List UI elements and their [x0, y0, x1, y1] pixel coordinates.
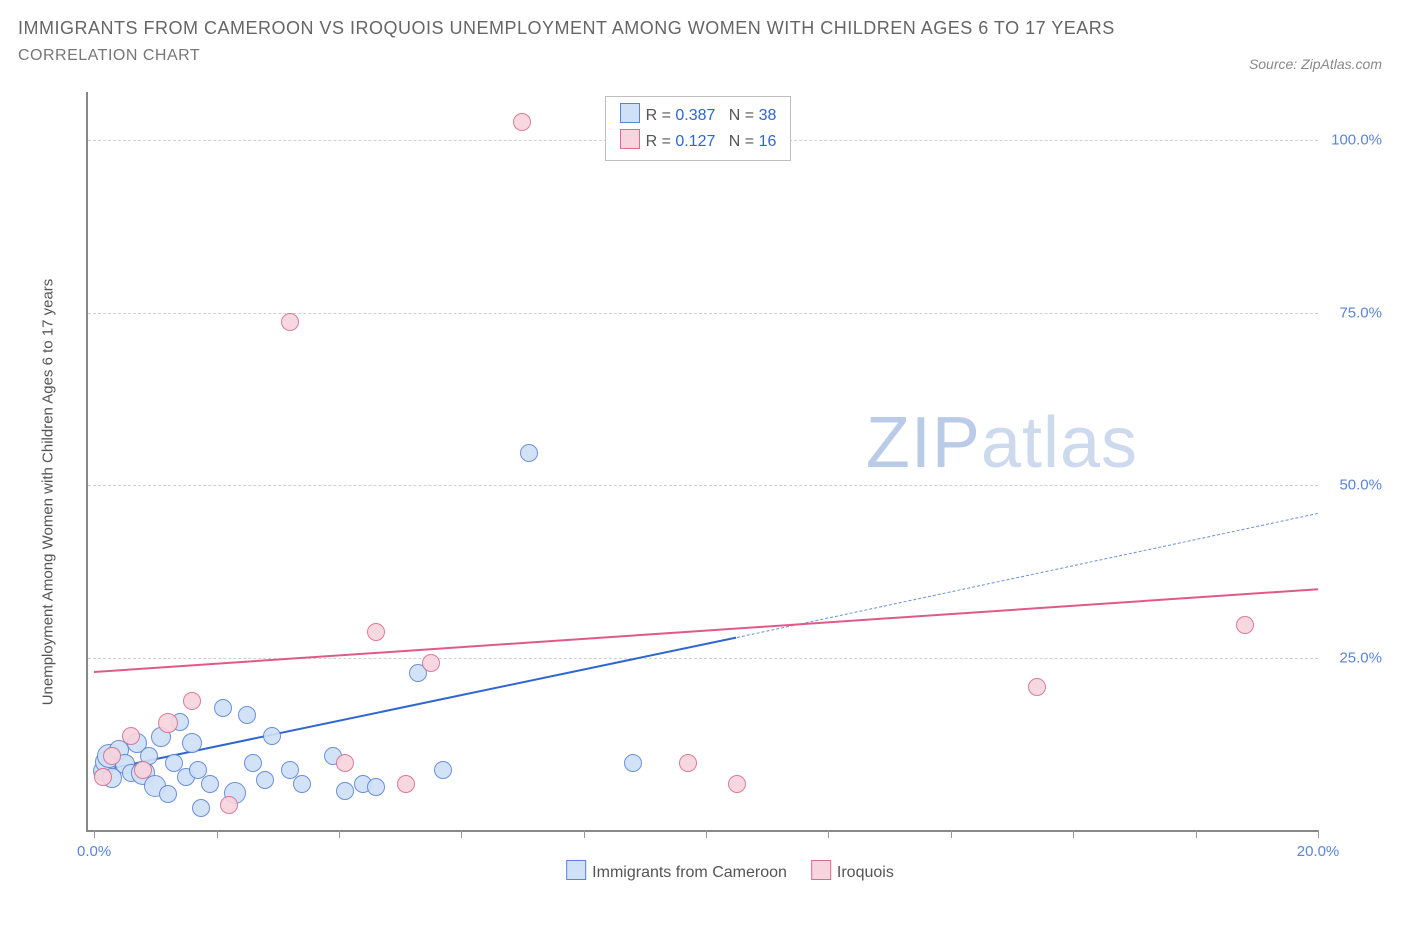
data-point: [158, 713, 178, 733]
source-name: ZipAtlas.com: [1301, 56, 1382, 72]
legend-series-label: Immigrants from Cameroon: [592, 864, 787, 881]
data-point: [422, 654, 440, 672]
y-tick-label: 75.0%: [1339, 304, 1382, 321]
x-tick: [339, 830, 340, 838]
legend-swatch: [566, 860, 586, 880]
data-point: [183, 692, 201, 710]
legend-r-label: R =: [646, 133, 676, 150]
x-tick: [584, 830, 585, 838]
plot-area: ZIPatlas 25.0%50.0%75.0%100.0%0.0%20.0%R…: [86, 92, 1318, 832]
data-point: [214, 699, 232, 717]
x-tick: [1073, 830, 1074, 838]
watermark-zip: ZIP: [866, 403, 981, 483]
data-point: [103, 747, 121, 765]
data-point: [293, 775, 311, 793]
x-tick: [951, 830, 952, 838]
data-point: [244, 754, 262, 772]
regression-line: [94, 589, 1318, 674]
x-tick: [706, 830, 707, 838]
legend-n-label: N =: [715, 107, 758, 124]
x-tick-label: 20.0%: [1297, 843, 1340, 860]
data-point: [134, 761, 152, 779]
legend-swatch: [620, 129, 640, 149]
gridline-h: [88, 313, 1318, 314]
legend-r-value: 0.387: [675, 107, 715, 124]
data-point: [192, 799, 210, 817]
watermark-atlas: atlas: [981, 403, 1138, 483]
y-tick-label: 100.0%: [1331, 132, 1382, 149]
data-point: [434, 761, 452, 779]
data-point: [728, 775, 746, 793]
x-tick: [1196, 830, 1197, 838]
data-point: [1236, 616, 1254, 634]
data-point: [256, 771, 274, 789]
source-label: Source: ZipAtlas.com: [1249, 56, 1382, 72]
data-point: [201, 775, 219, 793]
legend-series-label: Iroquois: [837, 864, 894, 881]
stats-legend: R = 0.387 N = 38R = 0.127 N = 16: [605, 96, 792, 161]
legend-n-label: N =: [715, 133, 758, 150]
data-point: [94, 768, 112, 786]
x-tick: [94, 830, 95, 838]
regression-line: [737, 513, 1319, 638]
data-point: [220, 796, 238, 814]
data-point: [1028, 678, 1046, 696]
chart-subtitle: CORRELATION CHART: [18, 47, 1406, 65]
data-point: [263, 727, 281, 745]
data-point: [238, 706, 256, 724]
data-point: [397, 775, 415, 793]
data-point: [367, 778, 385, 796]
data-point: [679, 754, 697, 772]
legend-r-label: R =: [646, 107, 676, 124]
x-tick: [828, 830, 829, 838]
source-prefix: Source:: [1249, 56, 1301, 72]
data-point: [182, 733, 202, 753]
legend-swatch: [620, 103, 640, 123]
data-point: [367, 623, 385, 641]
stats-legend-row: R = 0.127 N = 16: [620, 129, 777, 155]
series-legend: Immigrants from Cameroon Iroquois: [542, 860, 894, 882]
y-tick-label: 50.0%: [1339, 477, 1382, 494]
legend-n-value: 38: [759, 107, 777, 124]
legend-r-value: 0.127: [675, 133, 715, 150]
watermark: ZIPatlas: [866, 402, 1138, 484]
legend-n-value: 16: [759, 133, 777, 150]
stats-legend-row: R = 0.387 N = 38: [620, 103, 777, 129]
x-tick: [217, 830, 218, 838]
chart-title: IMMIGRANTS FROM CAMEROON VS IROQUOIS UNE…: [18, 18, 1406, 39]
gridline-h: [88, 485, 1318, 486]
data-point: [624, 754, 642, 772]
y-tick-label: 25.0%: [1339, 649, 1382, 666]
x-tick: [461, 830, 462, 838]
x-tick: [1318, 830, 1319, 838]
y-axis-label: Unemployment Among Women with Children A…: [40, 279, 57, 706]
data-point: [159, 785, 177, 803]
x-tick-label: 0.0%: [77, 843, 111, 860]
data-point: [122, 727, 140, 745]
legend-swatch: [811, 860, 831, 880]
data-point: [336, 782, 354, 800]
data-point: [336, 754, 354, 772]
data-point: [520, 444, 538, 462]
data-point: [513, 113, 531, 131]
data-point: [281, 313, 299, 331]
